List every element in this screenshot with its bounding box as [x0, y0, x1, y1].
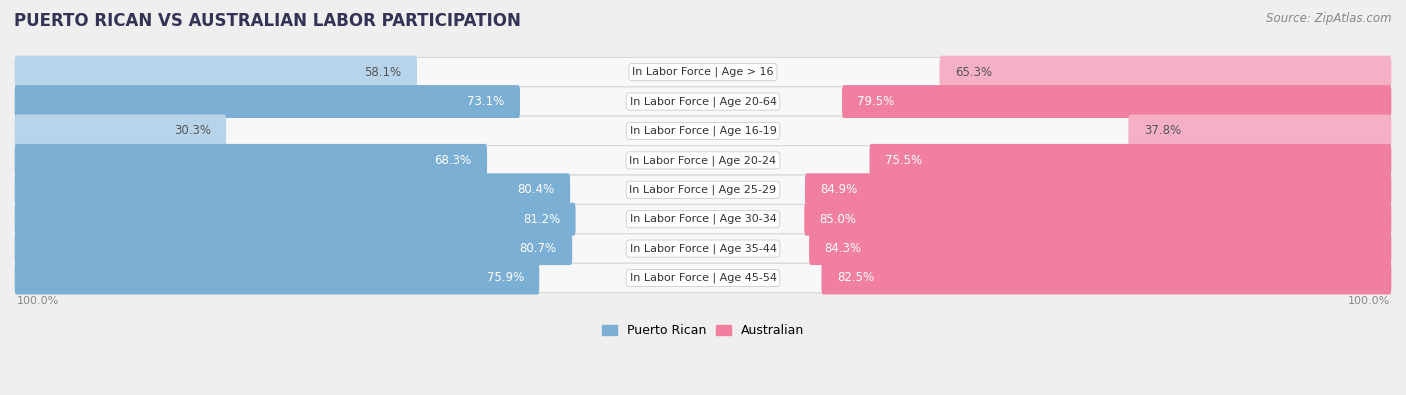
- FancyBboxPatch shape: [14, 173, 571, 206]
- FancyBboxPatch shape: [17, 57, 1389, 87]
- Text: 65.3%: 65.3%: [955, 66, 993, 79]
- FancyBboxPatch shape: [17, 175, 1389, 205]
- FancyBboxPatch shape: [14, 261, 540, 294]
- Text: In Labor Force | Age 35-44: In Labor Force | Age 35-44: [630, 243, 776, 254]
- Text: Source: ZipAtlas.com: Source: ZipAtlas.com: [1267, 12, 1392, 25]
- Text: 68.3%: 68.3%: [434, 154, 471, 167]
- FancyBboxPatch shape: [17, 263, 1389, 293]
- Text: 100.0%: 100.0%: [17, 296, 59, 306]
- FancyBboxPatch shape: [14, 56, 418, 88]
- Text: In Labor Force | Age 25-29: In Labor Force | Age 25-29: [630, 184, 776, 195]
- Text: 100.0%: 100.0%: [1347, 296, 1389, 306]
- FancyBboxPatch shape: [939, 56, 1392, 88]
- FancyBboxPatch shape: [17, 205, 1389, 234]
- FancyBboxPatch shape: [17, 146, 1389, 175]
- Text: 75.5%: 75.5%: [884, 154, 922, 167]
- FancyBboxPatch shape: [1129, 115, 1392, 147]
- FancyBboxPatch shape: [17, 87, 1389, 116]
- FancyBboxPatch shape: [821, 261, 1392, 294]
- FancyBboxPatch shape: [869, 144, 1392, 177]
- FancyBboxPatch shape: [14, 115, 226, 147]
- FancyBboxPatch shape: [14, 232, 572, 265]
- Text: 37.8%: 37.8%: [1144, 124, 1181, 137]
- Text: 81.2%: 81.2%: [523, 213, 560, 226]
- Text: 30.3%: 30.3%: [174, 124, 211, 137]
- FancyBboxPatch shape: [806, 173, 1392, 206]
- Text: 58.1%: 58.1%: [364, 66, 402, 79]
- Text: PUERTO RICAN VS AUSTRALIAN LABOR PARTICIPATION: PUERTO RICAN VS AUSTRALIAN LABOR PARTICI…: [14, 12, 522, 30]
- FancyBboxPatch shape: [17, 116, 1389, 146]
- FancyBboxPatch shape: [14, 85, 520, 118]
- Text: In Labor Force | Age 20-64: In Labor Force | Age 20-64: [630, 96, 776, 107]
- Text: 84.9%: 84.9%: [821, 183, 858, 196]
- Text: 85.0%: 85.0%: [820, 213, 856, 226]
- Text: 82.5%: 82.5%: [837, 271, 875, 284]
- Text: In Labor Force | Age 45-54: In Labor Force | Age 45-54: [630, 273, 776, 283]
- Text: 80.4%: 80.4%: [517, 183, 555, 196]
- FancyBboxPatch shape: [14, 144, 486, 177]
- Text: 73.1%: 73.1%: [467, 95, 505, 108]
- Text: In Labor Force | Age 16-19: In Labor Force | Age 16-19: [630, 126, 776, 136]
- FancyBboxPatch shape: [17, 234, 1389, 263]
- Text: 79.5%: 79.5%: [858, 95, 894, 108]
- Text: In Labor Force | Age > 16: In Labor Force | Age > 16: [633, 67, 773, 77]
- FancyBboxPatch shape: [842, 85, 1392, 118]
- FancyBboxPatch shape: [808, 232, 1392, 265]
- Text: In Labor Force | Age 20-24: In Labor Force | Age 20-24: [630, 155, 776, 166]
- Text: In Labor Force | Age 30-34: In Labor Force | Age 30-34: [630, 214, 776, 224]
- FancyBboxPatch shape: [804, 203, 1392, 236]
- Text: 80.7%: 80.7%: [520, 242, 557, 255]
- FancyBboxPatch shape: [14, 203, 575, 236]
- Text: 75.9%: 75.9%: [486, 271, 524, 284]
- Text: 84.3%: 84.3%: [824, 242, 862, 255]
- Legend: Puerto Rican, Australian: Puerto Rican, Australian: [596, 320, 810, 342]
